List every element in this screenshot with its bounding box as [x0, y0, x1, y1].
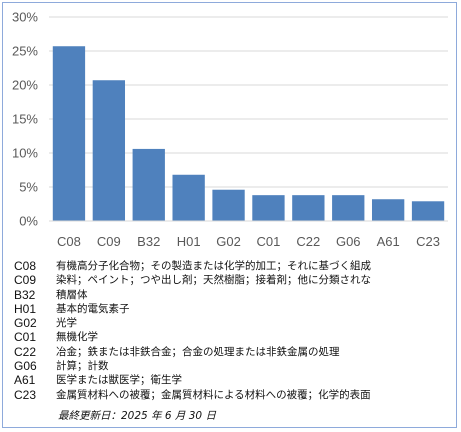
legend-description: 冶金；鉄または非鉄合金；合金の処理または非鉄金属の処理 [56, 345, 340, 358]
legend-code: G06 [14, 359, 37, 374]
x-tick-label: C01 [257, 234, 281, 249]
bar-c23 [411, 201, 445, 221]
x-tick-label: C22 [296, 234, 320, 249]
y-tick-label: 10% [12, 146, 38, 161]
y-tick-label: 5% [19, 180, 38, 195]
legend-code: C08 [14, 259, 37, 273]
bar-g06 [332, 195, 365, 221]
legend-code: H01 [14, 301, 37, 316]
legend-row: C09 染料；ペイント；つや出し剤；天然樹脂；接着剤；他に分類されな [14, 273, 452, 287]
legend-description: 積層体 [56, 288, 88, 301]
bar-c09 [92, 80, 126, 222]
legend-row: C08 有機高分子化合物；その製造または化学的加工；それに基づく組成 [14, 259, 452, 273]
bar-b32 [132, 148, 165, 221]
legend-row: B32 積層体 [14, 288, 452, 302]
legend-row: G02 光学 [14, 316, 452, 330]
legend-description: 無機化学 [56, 331, 98, 344]
x-tick-label: G02 [216, 234, 241, 249]
legend-description: 光学 [56, 317, 77, 330]
x-tick-label: B32 [137, 234, 160, 249]
legend-code: C23 [14, 387, 37, 402]
y-tick-label: 25% [12, 44, 38, 59]
bar-chart: 0% 5% 10% 15% 20% 25% 30% C08 C09 B32 H01 G02 C01 C2… [12, 10, 448, 249]
legend-code: C01 [14, 330, 37, 345]
legend-code: C09 [14, 273, 37, 288]
bar-g02 [212, 189, 245, 221]
bar-c22 [292, 195, 325, 221]
x-tick-label: C23 [416, 234, 440, 249]
bar-h01 [172, 174, 205, 221]
x-tick-label: C08 [57, 234, 81, 249]
last-updated-note: 最終更新日：2025 年 6 月 30 日 [58, 410, 216, 422]
legend-description: 医学または獣医学；衛生学 [56, 374, 182, 387]
x-tick-label: A61 [377, 234, 400, 249]
category-legend: C08 有機高分子化合物；その製造または化学的加工；それに基づく組成 C09 染料；ペ… [14, 259, 452, 402]
bar-a61 [371, 199, 405, 221]
legend-row: G06 計算；計数 [14, 359, 452, 373]
legend-description: 計算；計数 [56, 360, 109, 373]
y-tick-label: 0% [19, 214, 38, 229]
legend-description: 有機高分子化合物；その製造または化学的加工；それに基づく組成 [56, 260, 371, 272]
legend-code: B32 [14, 287, 36, 302]
legend-row: C22 冶金；鉄または非鉄合金；合金の処理または非鉄金属の処理 [14, 345, 452, 359]
y-tick-label: 20% [12, 78, 38, 93]
x-tick-label: C09 [97, 234, 121, 249]
x-tick-label: G06 [336, 234, 361, 249]
bar-c08 [52, 46, 86, 221]
y-tick-label: 15% [12, 112, 38, 127]
legend-row: H01 基本的電気素子 [14, 302, 452, 316]
legend-row: C23 金属質材料への被覆；金属質材料による材料への被覆；化学的表面 [14, 388, 452, 402]
legend-code: A61 [14, 373, 36, 388]
legend-code: G02 [14, 316, 37, 331]
legend-row: A61 医学または獣医学；衛生学 [14, 373, 452, 387]
legend-description: 染料；ペイント；つや出し剤；天然樹脂；接着剤；他に分類されな [56, 274, 371, 287]
legend-description: 基本的電気素子 [56, 302, 130, 315]
bar-c01 [252, 195, 285, 221]
y-tick-label: 30% [12, 10, 38, 25]
legend-row: C01 無機化学 [14, 330, 452, 344]
legend-code: C22 [14, 344, 37, 359]
x-tick-label: H01 [177, 234, 201, 249]
legend-description: 金属質材料への被覆；金属質材料による材料への被覆；化学的表面 [56, 388, 371, 401]
